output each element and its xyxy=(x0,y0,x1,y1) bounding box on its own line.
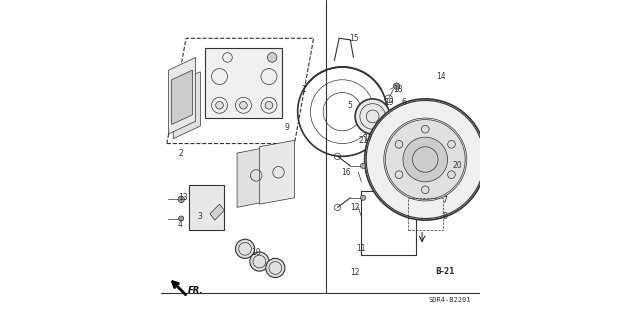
Text: 18: 18 xyxy=(394,85,403,94)
Circle shape xyxy=(250,252,269,271)
Circle shape xyxy=(360,195,365,200)
Text: SDR4-B2201: SDR4-B2201 xyxy=(428,297,471,303)
Polygon shape xyxy=(172,70,193,124)
Text: 1: 1 xyxy=(301,85,306,94)
Circle shape xyxy=(179,216,184,221)
Text: 15: 15 xyxy=(349,34,358,43)
Text: 9: 9 xyxy=(285,123,290,132)
Text: 11: 11 xyxy=(356,244,366,253)
Text: 12: 12 xyxy=(350,203,360,212)
FancyBboxPatch shape xyxy=(205,48,282,118)
Circle shape xyxy=(448,171,455,179)
Circle shape xyxy=(422,186,429,194)
Text: 19: 19 xyxy=(384,98,394,107)
Text: 13: 13 xyxy=(178,193,188,202)
Polygon shape xyxy=(237,147,269,207)
Circle shape xyxy=(395,171,403,179)
Text: 5: 5 xyxy=(347,101,352,110)
Text: 14: 14 xyxy=(436,72,446,81)
Text: 12: 12 xyxy=(350,268,360,277)
Text: 7: 7 xyxy=(443,197,448,205)
Circle shape xyxy=(236,239,255,258)
Circle shape xyxy=(239,101,247,109)
Circle shape xyxy=(178,196,184,203)
Text: 6: 6 xyxy=(401,98,406,107)
Circle shape xyxy=(403,137,447,182)
Text: 16: 16 xyxy=(340,168,350,177)
Circle shape xyxy=(360,163,365,168)
Circle shape xyxy=(422,125,429,133)
Circle shape xyxy=(216,101,223,109)
Circle shape xyxy=(448,140,455,148)
Circle shape xyxy=(355,99,390,134)
Polygon shape xyxy=(259,140,294,204)
Text: 21: 21 xyxy=(358,136,368,145)
Polygon shape xyxy=(210,204,224,220)
Polygon shape xyxy=(173,72,200,139)
Circle shape xyxy=(266,258,285,278)
Text: 4: 4 xyxy=(178,220,183,229)
Text: FR.: FR. xyxy=(188,286,203,295)
Circle shape xyxy=(395,140,403,148)
Circle shape xyxy=(394,83,400,89)
Polygon shape xyxy=(168,57,196,134)
Circle shape xyxy=(265,101,273,109)
Circle shape xyxy=(268,53,277,62)
Text: 2: 2 xyxy=(178,149,183,158)
Text: 17: 17 xyxy=(363,134,372,143)
Text: 3: 3 xyxy=(197,212,202,221)
Text: 8: 8 xyxy=(443,212,447,221)
Circle shape xyxy=(384,118,467,201)
Text: B-21: B-21 xyxy=(435,267,454,276)
Text: 20: 20 xyxy=(452,161,462,170)
Polygon shape xyxy=(189,185,224,230)
Circle shape xyxy=(365,99,486,220)
Text: 10: 10 xyxy=(252,248,261,256)
